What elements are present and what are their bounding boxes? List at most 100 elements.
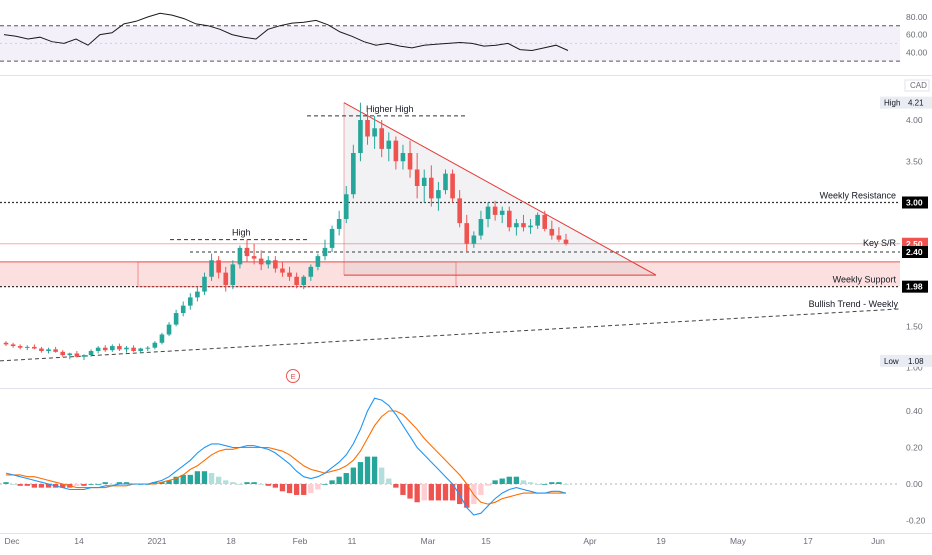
candle-body: [464, 223, 470, 244]
macd-histogram-bar: [223, 480, 229, 484]
support-zone: [0, 261, 900, 287]
candle-body: [195, 291, 200, 298]
low-badge: [880, 354, 932, 367]
time-tick-label: 19: [656, 536, 666, 546]
earnings-marker: [286, 369, 300, 383]
macd-histogram-bar: [201, 471, 208, 484]
candle-body: [322, 247, 328, 257]
rsi-tick-label: 80.00: [906, 12, 928, 22]
candle-body: [407, 153, 413, 170]
macd-histogram-bar: [88, 484, 94, 485]
macd-histogram-bar: [10, 484, 16, 485]
candle-body: [46, 349, 51, 351]
macd-histogram-bar: [499, 478, 505, 484]
macd-histogram-bar: [166, 480, 172, 484]
price-tick-label: 1.50: [906, 321, 923, 331]
macd-histogram-bar: [301, 484, 307, 495]
macd-line: [5, 397, 567, 516]
candle-body: [53, 349, 58, 352]
macd-histogram-bar: [159, 482, 165, 484]
annotation-higher-high: Higher High: [366, 104, 414, 114]
macd-histogram-bar: [308, 484, 314, 494]
candle-body: [209, 260, 214, 277]
candle-body: [499, 210, 505, 215]
high-badge-label: High: [884, 99, 900, 108]
candle-body: [32, 346, 37, 349]
tag-last-price: 2.50: [906, 239, 923, 249]
candle-body: [471, 235, 477, 244]
macd-histogram-bar: [45, 484, 52, 488]
candle-body: [145, 347, 151, 349]
time-tick-label: 11: [348, 536, 357, 546]
candle-body: [521, 223, 526, 228]
candle-body: [315, 256, 321, 267]
time-tick-label: Mar: [421, 536, 436, 546]
candle-body: [457, 198, 462, 224]
candle-body: [88, 351, 94, 356]
macd-histogram-bar: [74, 484, 80, 486]
macd-histogram-bar: [180, 474, 186, 484]
candle-body: [173, 313, 179, 325]
macd-histogram-bar: [400, 484, 406, 495]
candle-body: [202, 276, 207, 292]
macd-histogram-bar: [464, 484, 470, 508]
time-tick-label: Feb: [293, 536, 308, 546]
candle-body: [485, 206, 491, 219]
candle-body: [506, 210, 512, 228]
macd-tick-label: 0.00: [906, 479, 923, 489]
macd-histogram-bar: [60, 484, 66, 488]
candle-body: [372, 128, 377, 137]
macd-histogram-bar: [478, 484, 484, 495]
macd-histogram-bar: [230, 482, 236, 484]
rsi-tick-label: 60.00: [906, 30, 928, 40]
macd-histogram-bar: [428, 484, 434, 501]
candle-body: [549, 228, 555, 236]
macd-histogram-bar: [208, 473, 215, 484]
candle-body: [542, 214, 548, 229]
macd-histogram-bar: [506, 476, 512, 484]
macd-histogram-bar: [364, 456, 371, 484]
macd-histogram-bar: [343, 473, 349, 484]
currency-box: [904, 79, 930, 92]
candle-body: [60, 351, 66, 356]
macd-histogram-bar: [173, 476, 179, 484]
macd-tick-label: 0.20: [906, 443, 923, 453]
macd-tick-label: -0.20: [906, 516, 926, 526]
candle-body: [39, 348, 44, 351]
candle-body: [351, 153, 356, 195]
candle-body: [386, 140, 392, 149]
high-badge: [880, 96, 932, 109]
candle-body: [251, 256, 257, 259]
macd-histogram-bar: [286, 484, 293, 494]
candle-body: [556, 235, 562, 240]
macd-histogram-bar: [315, 484, 321, 490]
tag-weekly-resistance-bg: [902, 196, 928, 209]
candle-body: [365, 120, 370, 137]
candle-body: [273, 260, 278, 269]
tag-key-sr: 2.40: [906, 247, 923, 257]
tag-weekly-support: 1.98: [906, 282, 923, 292]
label-key-sr: Key S/R: [863, 238, 897, 248]
candle-body: [81, 355, 87, 357]
macd-tick-label: 0.40: [906, 406, 923, 416]
candle-body: [358, 120, 363, 153]
macd-histogram-bar: [293, 484, 300, 495]
candle-body: [287, 272, 292, 277]
candle-body: [528, 225, 533, 228]
macd-histogram-bar: [258, 484, 264, 485]
macd-histogram-bar: [38, 484, 45, 488]
price-tick-label: 3.50: [906, 156, 923, 166]
candle-body: [535, 214, 540, 226]
macd-histogram-bar: [350, 467, 356, 484]
candle-body: [343, 194, 349, 219]
candle-body: [421, 177, 427, 186]
candle-body: [180, 305, 186, 314]
candle-body: [514, 223, 519, 228]
macd-histogram-bar: [81, 484, 87, 486]
candle-body: [379, 128, 384, 149]
tag-weekly-support-bg: [902, 280, 928, 293]
macd-histogram-bar: [563, 484, 569, 485]
candle-body: [400, 153, 406, 162]
annotation-bullish-trend: Bullish Trend - Weekly: [809, 299, 899, 309]
